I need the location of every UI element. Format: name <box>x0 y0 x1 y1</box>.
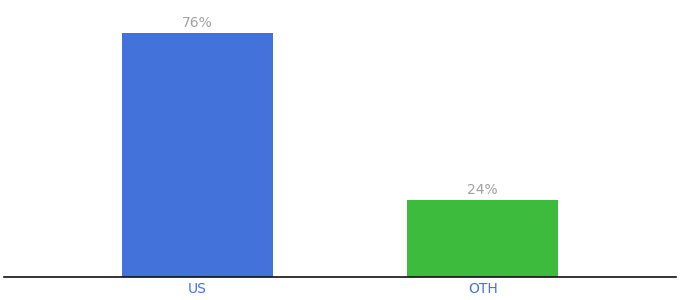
Bar <box>407 200 558 277</box>
Bar <box>122 33 273 277</box>
Text: 76%: 76% <box>182 16 213 30</box>
Text: 24%: 24% <box>467 183 498 197</box>
